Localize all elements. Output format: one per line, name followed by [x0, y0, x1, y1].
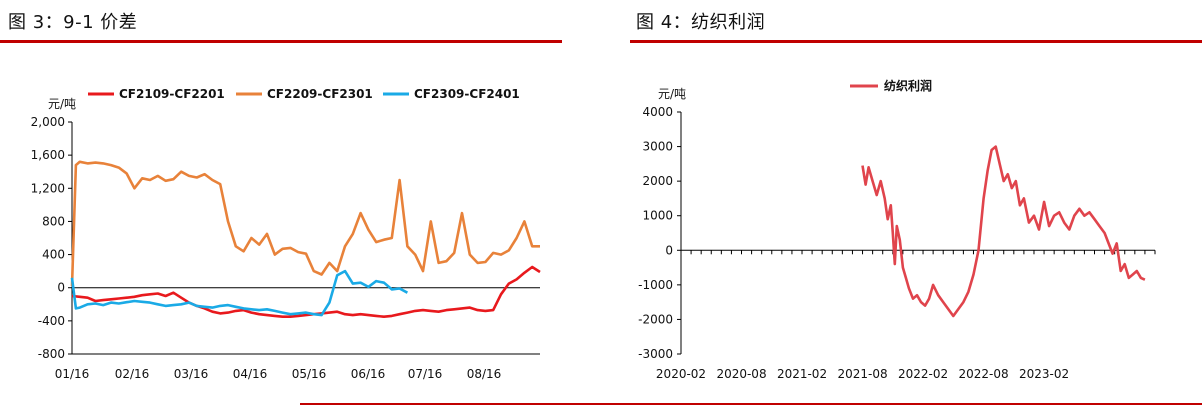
y-tick-label: 1,600 — [31, 148, 65, 162]
y-unit-label: 元/吨 — [48, 97, 76, 111]
x-tick-label: 08/16 — [467, 367, 502, 381]
y-tick-label: -800 — [38, 347, 65, 361]
y-tick-label: 0 — [57, 281, 65, 295]
x-tick-label: 2020-08 — [716, 367, 766, 381]
x-tick-label: 01/16 — [55, 367, 90, 381]
series-line-2 — [70, 160, 540, 287]
series-line-3 — [70, 269, 409, 317]
legend-label: CF2109-CF2201 — [119, 87, 225, 101]
x-tick-label: 2020-02 — [656, 367, 706, 381]
figure-4-title: 图 4：纺织利润 — [636, 12, 766, 33]
x-tick-label: 04/16 — [233, 367, 268, 381]
legend-label: CF2309-CF2401 — [414, 87, 520, 101]
spread-chart: 2,000 1,600 1,200 800 400 0 -400 -800 01/16 02/16… — [31, 87, 541, 381]
title-rule-left — [0, 40, 562, 43]
y-tick-label: 3000 — [642, 140, 673, 154]
y-tick-label: -400 — [38, 314, 65, 328]
y-tick-label: 0 — [665, 243, 673, 257]
x-tick-label: 05/16 — [292, 367, 327, 381]
legend-label: CF2209-CF2301 — [267, 87, 373, 101]
x-tick-label: 2021-02 — [777, 367, 827, 381]
bottom-rule — [300, 403, 1202, 405]
x-tick-label: 2022-08 — [958, 367, 1008, 381]
x-tick-label: 2023-02 — [1019, 367, 1069, 381]
y-unit-label: 元/吨 — [658, 87, 686, 101]
y-tick-label: 2000 — [642, 174, 673, 188]
y-tick-label: 800 — [42, 214, 65, 228]
y-tick-label: -2000 — [638, 312, 673, 326]
figure-3-title: 图 3：9-1 价差 — [8, 12, 138, 33]
x-tick-label: 03/16 — [174, 367, 209, 381]
title-rule-right — [630, 40, 1202, 43]
series-line-1 — [861, 145, 1146, 318]
y-tick-label: 2,000 — [31, 115, 65, 129]
y-tick-label: 400 — [42, 248, 65, 262]
legend-label: 纺织利润 — [884, 78, 932, 93]
y-tick-label: -3000 — [638, 347, 673, 361]
y-tick-label: 1,200 — [31, 181, 65, 195]
series-line-1 — [71, 265, 541, 319]
x-tick-label: 06/16 — [351, 367, 386, 381]
y-tick-label: 4000 — [642, 105, 673, 119]
x-tick-label: 07/16 — [408, 367, 443, 381]
y-tick-label: -1000 — [638, 278, 673, 292]
x-tick-label: 2021-08 — [837, 367, 887, 381]
x-tick-label: 2022-02 — [898, 367, 948, 381]
x-tick-label: 02/16 — [115, 367, 150, 381]
y-tick-label: 1000 — [642, 209, 673, 223]
